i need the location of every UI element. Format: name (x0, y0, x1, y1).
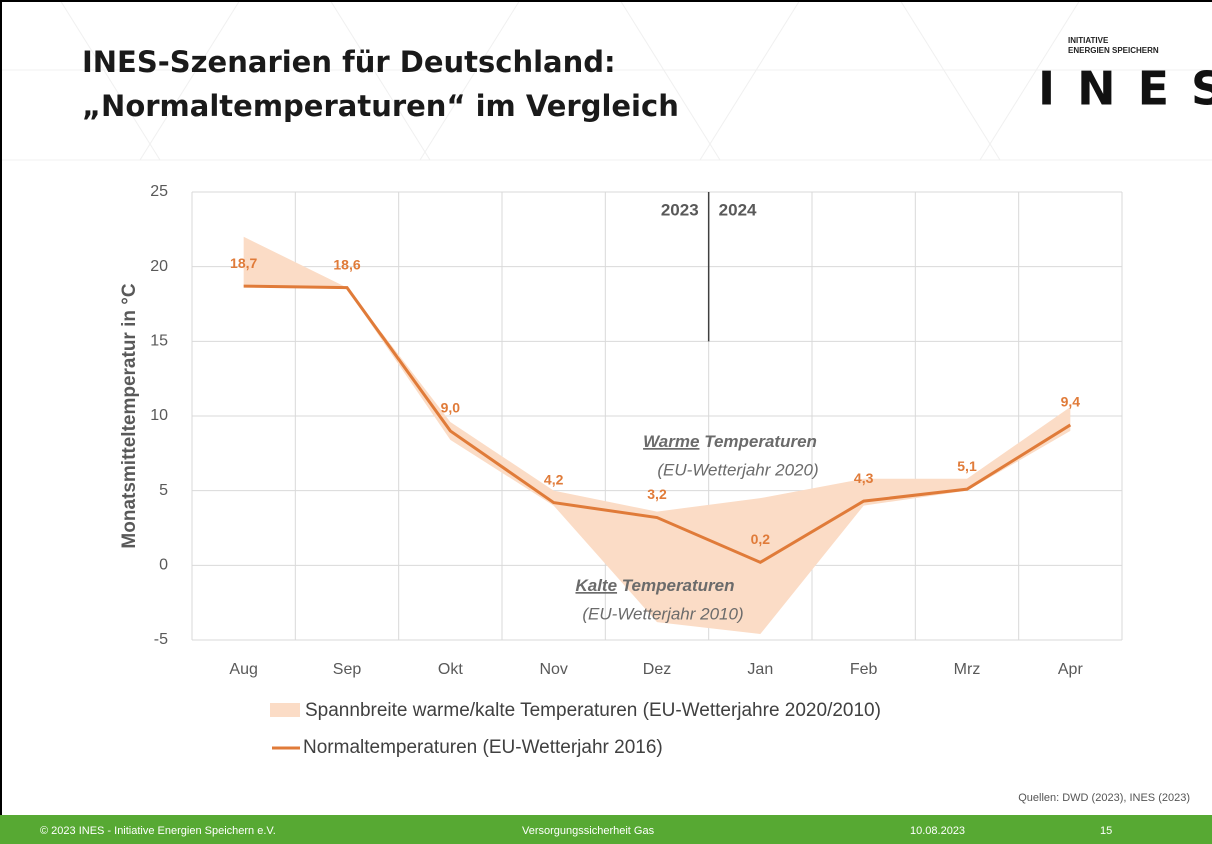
line (243, 284, 1072, 565)
x-tick-label: Mrz (954, 661, 981, 678)
title: INES-Szenarien für Deutschland: (82, 45, 616, 79)
y-tick-label: 10 (150, 407, 168, 424)
annotation-text: Temperaturen (704, 432, 817, 451)
data-label: 0,2 (751, 531, 771, 547)
annotation-emphasis: Warme (643, 432, 699, 451)
annotation-note: (EU-Wetterjahr 2010) (582, 604, 743, 623)
logo: INES (1038, 62, 1212, 116)
footer-text: 10.08.2023 (910, 825, 965, 837)
y-axis-label: Monatsmitteltemperatur in °C (119, 283, 140, 548)
x-tick-label: Okt (438, 661, 463, 678)
chart: -5 0 5 10 15 20 25 Aug Sep Okt Nov Dez Jan Feb Mrz Apr M… (119, 183, 1123, 758)
year-label: 2024 (719, 200, 757, 219)
y-tick-label: -5 (154, 631, 168, 648)
y-tick-label: 5 (159, 482, 168, 499)
source: Quellen: DWD (2023), INES (2023) (1018, 792, 1190, 804)
data-label: 18,7 (230, 255, 257, 271)
y-tick-label: 20 (150, 258, 168, 275)
x-tick-label: Apr (1058, 661, 1084, 678)
data-label: 5,1 (957, 458, 977, 474)
title: „Normaltemperaturen“ im Vergleich (82, 89, 679, 123)
annotation: Warme Temperaturen (643, 432, 817, 451)
y-tick-label: 15 (150, 333, 168, 350)
annotation-text: Temperaturen (622, 576, 735, 595)
footer-text: Versorgungssicherheit Gas (522, 825, 655, 837)
footer-bar (0, 815, 1212, 844)
logo-text: ENERGIEN SPEICHERN (1068, 46, 1159, 55)
y-tick-label: 0 (159, 557, 168, 574)
x-tick-label: Dez (643, 661, 671, 678)
legend-label: Normaltemperaturen (EU-Wetterjahr 2016) (303, 737, 663, 758)
pattern (0, 0, 1212, 161)
legend-swatch (270, 703, 300, 717)
data-label: 9,0 (441, 400, 461, 416)
data-label: 4,3 (854, 470, 874, 486)
footer-text: 15 (1100, 825, 1112, 837)
y-tick-label: 25 (150, 183, 168, 200)
annotation: Kalte Temperaturen (575, 576, 734, 595)
annotation-emphasis: Kalte (575, 576, 617, 595)
x-tick-label: Nov (539, 661, 567, 678)
x-tick-label: Aug (229, 661, 257, 678)
data-label: 18,6 (333, 256, 360, 272)
legend-label: Spannbreite warme/kalte Temperaturen (EU… (305, 700, 881, 721)
footer-text: © 2023 INES - Initiative Energien Speich… (40, 825, 276, 837)
logo-text: INITIATIVE (1068, 36, 1109, 45)
x-tick-label: Sep (333, 661, 362, 678)
range-band (243, 236, 1071, 635)
x-tick-label: Jan (747, 661, 773, 678)
data-label: 3,2 (647, 486, 667, 502)
year-label: 2023 (661, 200, 699, 219)
data-label: 9,4 (1061, 394, 1081, 410)
x-tick-label: Feb (850, 661, 878, 678)
annotation-note: (EU-Wetterjahr 2020) (657, 460, 818, 479)
data-label: 4,2 (544, 471, 564, 487)
